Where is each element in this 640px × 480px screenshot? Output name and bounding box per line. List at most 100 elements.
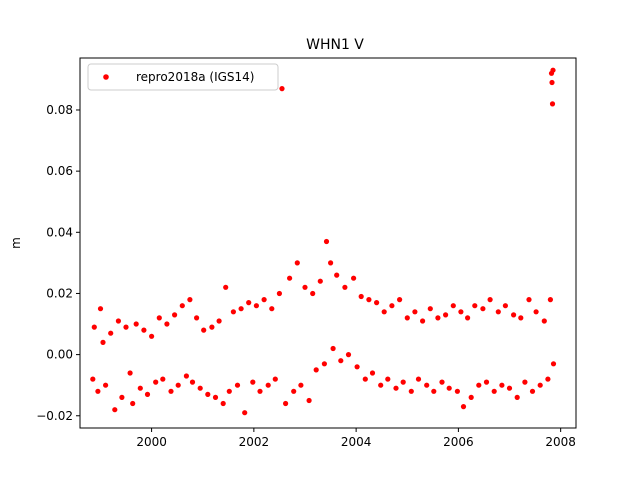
data-point [133,321,139,327]
data-point [160,376,166,382]
x-tick-label: 2002 [239,435,270,449]
data-point [294,260,300,266]
data-point [310,290,316,297]
data-point [358,293,364,300]
y-axis: −0.02 0.00 0.02 0.04 0.06 0.08 [36,103,80,423]
y-tick-label: 0.06 [46,164,73,178]
data-point [250,379,256,385]
data-point [302,284,308,290]
x-axis: 2000 2002 2004 2006 2008 [136,428,576,449]
data-point [458,309,464,315]
data-point [495,309,501,315]
data-point [366,297,372,303]
data-point [144,391,151,397]
legend-box [87,63,279,91]
data-point [234,382,241,388]
data-point [141,327,147,333]
data-point [238,306,244,312]
data-point [522,379,528,385]
data-point [342,284,348,290]
data-point [153,379,159,385]
data-point [472,303,478,309]
data-point [483,379,490,385]
data-point [103,382,109,388]
data-point [345,352,352,358]
data-point [261,297,267,303]
data-point [389,303,395,309]
data-point [97,306,104,312]
data-point [287,275,293,281]
data-point [491,388,497,394]
x-tick-label: 2004 [341,435,372,449]
data-point [112,407,118,413]
data-point [374,300,380,306]
data-point [415,376,422,382]
data-point [179,303,185,309]
data-point [95,388,101,394]
data-point [487,297,493,303]
data-point [306,397,312,404]
y-tick-label: 0.00 [46,348,73,362]
data-point [529,388,536,394]
data-point [354,364,360,370]
y-axis-label: m [9,237,23,249]
plot-area [79,57,577,429]
data-point [468,394,474,400]
y-tick-label: −0.02 [36,409,73,423]
legend-label: repro2018a (IGS14) [136,70,254,84]
data-point [119,394,125,400]
data-point [381,309,387,315]
y-tick-label: 0.04 [46,225,73,239]
data-point [408,388,414,394]
data-point [323,238,330,245]
data-point [420,318,426,324]
data-point [197,385,203,391]
data-point [164,321,170,327]
data-point [549,101,556,107]
data-point [246,300,252,306]
data-point [149,333,155,339]
data-point [283,400,289,407]
data-point [127,370,133,376]
data-point [265,382,271,388]
data-point [100,339,106,345]
data-point [526,297,532,303]
data-point [216,318,222,324]
data-point [172,312,178,318]
data-point [443,312,449,318]
data-point [189,379,196,385]
data-point [130,400,136,407]
data-point [476,382,482,388]
data-point [317,278,323,284]
data-point [431,388,437,394]
data-point [533,309,539,315]
data-point [212,394,219,400]
data-point [537,382,543,388]
data-point [499,382,505,388]
data-point [291,388,297,394]
data-point [506,385,513,391]
data-point [175,382,181,388]
data-point [547,297,554,303]
data-point [502,303,508,309]
data-point [115,318,121,324]
data-point [108,330,114,336]
data-point [279,86,285,92]
data-point [90,376,96,382]
data-point [168,388,174,394]
data-point [209,324,215,330]
data-point [338,358,344,364]
data-point [424,382,430,388]
data-point [412,309,418,315]
data-point [465,315,471,321]
data-point [550,361,557,367]
data-point [253,303,259,309]
chart-title: WHN1 V [306,37,364,53]
data-point [518,315,524,321]
data-point [276,290,282,297]
data-point [269,306,275,312]
data-point [439,379,445,385]
data-point [187,297,193,303]
data-point [550,67,556,73]
